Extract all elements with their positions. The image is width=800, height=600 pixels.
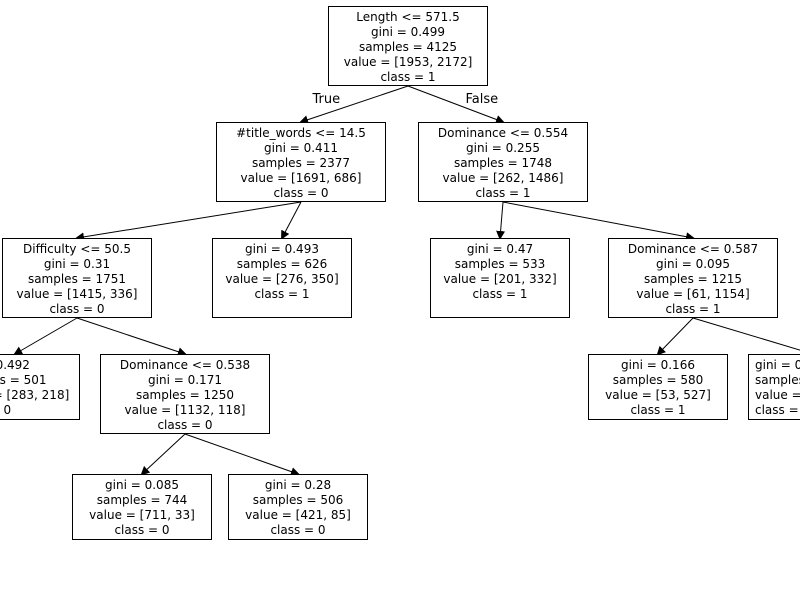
node-line: class = 1 bbox=[437, 287, 563, 302]
node-line: gini = 0.015 bbox=[755, 358, 800, 373]
node-line: value = [61, 1154] bbox=[615, 287, 771, 302]
tree-node-LLRL: gini = 0.085samples = 744value = [711, 3… bbox=[72, 474, 212, 540]
tree-node-LLR: Dominance <= 0.538gini = 0.171samples = … bbox=[100, 354, 270, 434]
tree-node-LLL: gini = 0.492samples = 501value = [283, 2… bbox=[0, 354, 80, 420]
node-line: gini = 0.47 bbox=[437, 242, 563, 257]
node-line: value = [201, 332] bbox=[437, 272, 563, 287]
node-line: gini = 0.095 bbox=[615, 257, 771, 272]
node-line: gini = 0.166 bbox=[595, 358, 721, 373]
edge-RR-RRL bbox=[658, 318, 693, 354]
node-line: value = [283, 218] bbox=[0, 388, 73, 403]
node-line: value = [1132, 118] bbox=[107, 403, 263, 418]
node-line: value = [1691, 686] bbox=[223, 171, 379, 186]
node-line: value = [276, 350] bbox=[219, 272, 345, 287]
tree-node-RRR: gini = 0.015samples = 635value = [8, 627… bbox=[748, 354, 800, 420]
node-line: class = 0 bbox=[9, 302, 145, 317]
node-line: class = 1 bbox=[595, 403, 721, 418]
node-line: gini = 0.493 bbox=[219, 242, 345, 257]
tree-node-root: Length <= 571.5gini = 0.499samples = 412… bbox=[328, 6, 488, 86]
node-line: class = 1 bbox=[335, 70, 481, 85]
tree-node-LLRR: gini = 0.28samples = 506value = [421, 85… bbox=[228, 474, 368, 540]
edge-R-RL bbox=[500, 202, 503, 238]
edge-LLR-LLRL bbox=[142, 434, 185, 474]
tree-node-RL: gini = 0.47samples = 533value = [201, 33… bbox=[430, 238, 570, 318]
node-line: value = [421, 85] bbox=[235, 508, 361, 523]
node-line: gini = 0.255 bbox=[425, 141, 581, 156]
node-line: Difficulty <= 50.5 bbox=[9, 242, 145, 257]
edge-LL-LLL bbox=[15, 318, 77, 354]
edge-L-LR bbox=[282, 202, 301, 238]
node-line: gini = 0.28 bbox=[235, 478, 361, 493]
edge-LL-LLR bbox=[77, 318, 185, 354]
tree-node-LL: Difficulty <= 50.5gini = 0.31samples = 1… bbox=[2, 238, 152, 318]
node-line: gini = 0.492 bbox=[0, 358, 73, 373]
edge-label-true: True bbox=[313, 92, 341, 107]
node-line: samples = 1250 bbox=[107, 388, 263, 403]
node-line: gini = 0.499 bbox=[335, 25, 481, 40]
node-line: #title_words <= 14.5 bbox=[223, 126, 379, 141]
node-line: gini = 0.411 bbox=[223, 141, 379, 156]
node-line: samples = 1215 bbox=[615, 272, 771, 287]
node-line: samples = 1748 bbox=[425, 156, 581, 171]
node-line: samples = 635 bbox=[755, 373, 800, 388]
node-line: value = [53, 527] bbox=[595, 388, 721, 403]
node-line: samples = 2377 bbox=[223, 156, 379, 171]
node-line: samples = 4125 bbox=[335, 40, 481, 55]
edge-LLR-LLRR bbox=[185, 434, 298, 474]
edge-R-RR bbox=[503, 202, 693, 238]
node-line: value = [711, 33] bbox=[79, 508, 205, 523]
node-line: samples = 533 bbox=[437, 257, 563, 272]
tree-node-RR: Dominance <= 0.587gini = 0.095samples = … bbox=[608, 238, 778, 318]
tree-node-LR: gini = 0.493samples = 626value = [276, 3… bbox=[212, 238, 352, 318]
node-line: class = 0 bbox=[79, 523, 205, 538]
node-line: class = 1 bbox=[425, 186, 581, 201]
edge-L-LL bbox=[77, 202, 301, 238]
node-line: samples = 580 bbox=[595, 373, 721, 388]
node-line: gini = 0.085 bbox=[79, 478, 205, 493]
node-line: Dominance <= 0.587 bbox=[615, 242, 771, 257]
node-line: class = 1 bbox=[219, 287, 345, 302]
node-line: samples = 506 bbox=[235, 493, 361, 508]
tree-node-R: Dominance <= 0.554gini = 0.255samples = … bbox=[418, 122, 588, 202]
node-line: samples = 1751 bbox=[9, 272, 145, 287]
tree-node-L: #title_words <= 14.5gini = 0.411samples … bbox=[216, 122, 386, 202]
tree-node-RRL: gini = 0.166samples = 580value = [53, 52… bbox=[588, 354, 728, 420]
node-line: gini = 0.31 bbox=[9, 257, 145, 272]
node-line: class = 1 bbox=[615, 302, 771, 317]
node-line: value = [1415, 336] bbox=[9, 287, 145, 302]
node-line: class = 1 bbox=[755, 403, 800, 418]
node-line: class = 0 bbox=[0, 403, 73, 418]
node-line: Dominance <= 0.538 bbox=[107, 358, 263, 373]
node-line: class = 0 bbox=[223, 186, 379, 201]
edge-RR-RRR bbox=[693, 318, 800, 354]
node-line: Dominance <= 0.554 bbox=[425, 126, 581, 141]
node-line: value = [262, 1486] bbox=[425, 171, 581, 186]
node-line: value = [1953, 2172] bbox=[335, 55, 481, 70]
node-line: class = 0 bbox=[235, 523, 361, 538]
node-line: samples = 626 bbox=[219, 257, 345, 272]
node-line: class = 0 bbox=[107, 418, 263, 433]
node-line: Length <= 571.5 bbox=[335, 10, 481, 25]
node-line: samples = 744 bbox=[79, 493, 205, 508]
edge-label-false: False bbox=[466, 92, 499, 107]
node-line: value = [8, 627] bbox=[755, 388, 800, 403]
node-line: samples = 501 bbox=[0, 373, 73, 388]
node-line: gini = 0.171 bbox=[107, 373, 263, 388]
